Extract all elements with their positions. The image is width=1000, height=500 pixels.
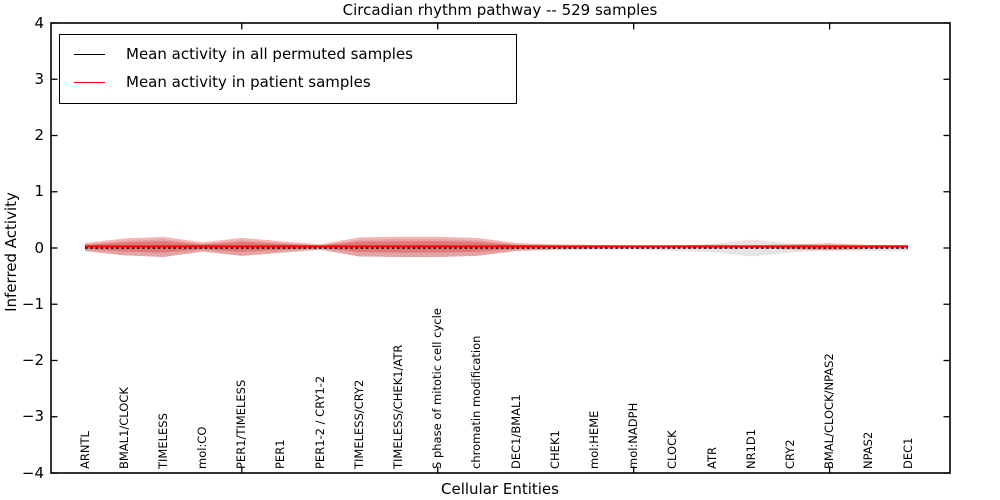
black-line-swatch-icon <box>74 53 105 55</box>
y-tick-label: 0 <box>34 238 44 257</box>
legend-label-patient-samples: Mean activity in patient samples <box>126 73 371 91</box>
category-label: mol:NADPH <box>626 402 641 469</box>
category-label: mol:HEME <box>586 410 601 469</box>
category-label: DEC1/BMAL1 <box>508 394 523 469</box>
chart-title: Circadian rhythm pathway -- 529 samples <box>342 1 658 19</box>
y-tick-label: −4 <box>21 463 44 482</box>
category-label: PER1 <box>273 439 288 469</box>
y-tick-label: 1 <box>34 182 44 201</box>
category-label: NPAS2 <box>861 431 876 469</box>
legend-item-patient-samples: Mean activity in patient samples <box>60 68 516 96</box>
category-label: mol:CO <box>195 426 210 469</box>
y-tick-label: −1 <box>21 294 44 313</box>
category-label: PER1/TIMELESS <box>234 379 249 469</box>
category-label: DEC1 <box>900 437 915 469</box>
category-label: ARNTL <box>77 431 92 469</box>
category-label: chromatin modification <box>469 335 484 469</box>
legend: Mean activity in all permuted samples Me… <box>59 34 517 104</box>
category-label: PER1-2 / CRY1-2 <box>312 375 327 469</box>
red-line-swatch-icon <box>74 81 105 83</box>
category-label: TIMELESS <box>155 413 170 469</box>
legend-label-permuted-samples: Mean activity in all permuted samples <box>126 45 413 63</box>
category-label: NR1D1 <box>743 428 758 469</box>
y-tick-label: 3 <box>34 69 44 88</box>
category-label: BMAL1/CLOCK <box>116 387 131 469</box>
y-tick-label: 4 <box>34 13 44 32</box>
category-label: TIMELESS/CRY2 <box>351 379 366 469</box>
category-label: ATR <box>704 447 719 469</box>
x-axis-label: Cellular Entities <box>441 480 559 498</box>
y-tick-label: −2 <box>21 351 44 369</box>
y-tick-label: 2 <box>34 126 44 144</box>
category-label: TIMELESS/CHEK1/ATR <box>391 344 406 469</box>
category-label: CRY2 <box>782 439 797 469</box>
legend-item-permuted-samples: Mean activity in all permuted samples <box>60 40 516 68</box>
category-label: S phase of mitotic cell cycle <box>430 308 445 469</box>
category-label: CHEK1 <box>547 430 562 469</box>
y-tick-label: −3 <box>21 407 44 426</box>
category-label: CLOCK <box>665 430 680 469</box>
category-label: BMAL/CLOCK/NPAS2 <box>822 353 837 469</box>
